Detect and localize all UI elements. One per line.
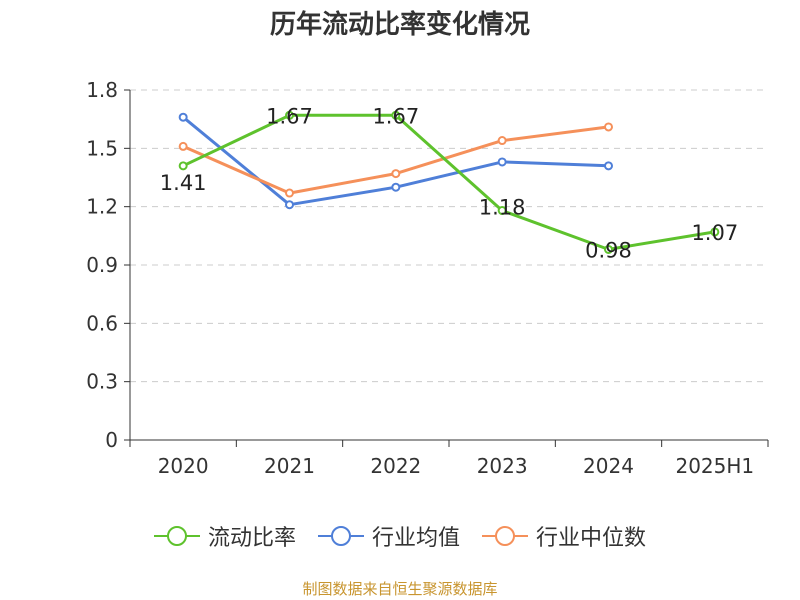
data-point	[497, 157, 507, 167]
x-tick-label: 2021	[264, 454, 315, 478]
data-point	[285, 110, 294, 120]
x-tick-label: 2022	[370, 454, 421, 478]
data-point	[285, 200, 294, 210]
legend-item-industry-mean[interactable]: 行业均值	[317, 520, 460, 552]
data-label: 0.98	[585, 238, 632, 262]
y-tick-label: 0.9	[86, 253, 118, 277]
y-tick-label: 0	[105, 428, 118, 452]
y-tick-label: 1.8	[86, 78, 118, 102]
data-point	[710, 227, 720, 237]
data-point	[178, 112, 188, 122]
legend-line-icon	[317, 526, 364, 546]
data-point	[391, 182, 401, 192]
chart-title: 历年流动比率变化情况	[269, 10, 530, 40]
legend-label: 行业中位数	[536, 526, 647, 551]
y-tick-label: 1.5	[86, 136, 118, 160]
data-point	[604, 244, 613, 254]
data-label: 1.41	[160, 171, 207, 195]
source-note: 制图数据来自恒生聚源数据库	[302, 580, 498, 598]
x-tick-label: 2023	[477, 454, 528, 478]
axes: 0 0.3 0.6 0.9 1.2 1.5 1.8 2020 2021 2022 2023 2024 2…	[86, 78, 769, 478]
data-point	[604, 161, 613, 171]
data-point	[391, 110, 401, 120]
data-point	[604, 122, 613, 132]
data-point	[497, 136, 507, 146]
data-point	[285, 188, 294, 198]
data-point	[391, 169, 401, 179]
y-tick-label: 0.3	[86, 370, 118, 394]
data-labels: 1.41 1.67 1.67 1.18 0.98 1.07	[160, 104, 738, 262]
data-label: 1.67	[372, 104, 419, 128]
data-label: 1.07	[691, 221, 738, 245]
data-point	[497, 206, 507, 216]
data-point	[178, 161, 188, 171]
data-point	[178, 141, 188, 151]
x-tick-label: 2025H1	[675, 454, 754, 478]
legend-line-icon	[482, 526, 528, 546]
x-tick-label: 2020	[158, 454, 209, 478]
data-label: 1.18	[479, 196, 526, 220]
y-tick-label: 0.6	[86, 311, 118, 335]
series-line	[182, 113, 716, 251]
legend-item-current-ratio[interactable]: 流动比率	[153, 520, 296, 552]
data-label: 1.67	[266, 104, 313, 128]
x-tick-label: 2024	[583, 454, 634, 478]
legend: 流动比率 行业均值 行业中位数	[0, 520, 800, 552]
series-lines	[178, 110, 720, 254]
grid-lines	[130, 89, 768, 383]
legend-label: 行业均值	[371, 526, 460, 551]
y-tick-label: 1.2	[86, 195, 118, 219]
legend-label: 流动比率	[207, 526, 296, 551]
legend-item-industry-median[interactable]: 行业中位数	[482, 520, 646, 552]
legend-line-icon	[153, 526, 200, 546]
